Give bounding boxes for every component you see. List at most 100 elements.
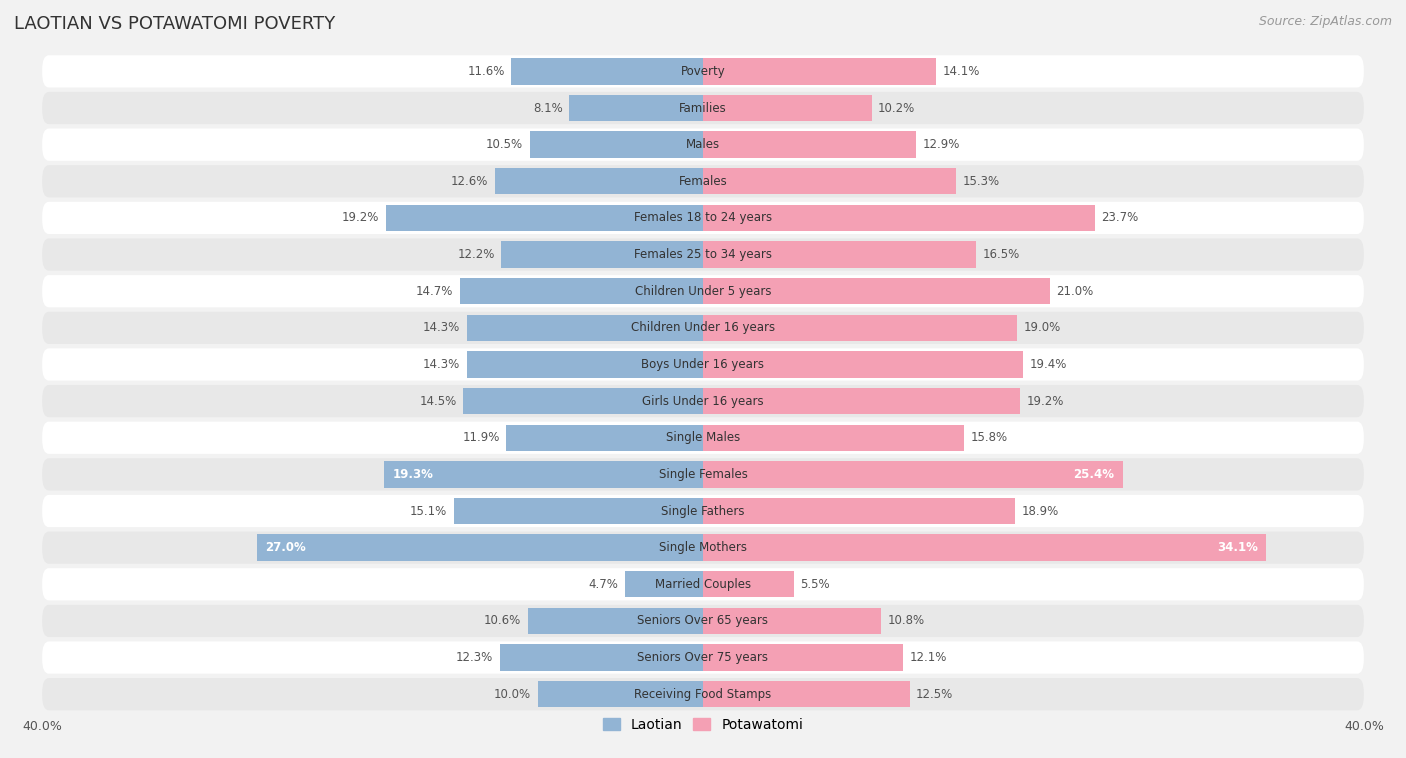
Bar [703,58,936,85]
FancyBboxPatch shape [42,312,1364,344]
Bar [703,534,1267,561]
FancyBboxPatch shape [42,531,1364,564]
Legend: Laotian, Potawatomi: Laotian, Potawatomi [603,718,803,732]
Text: 10.6%: 10.6% [484,615,522,628]
Text: Single Females: Single Females [658,468,748,481]
Bar [703,168,956,195]
Bar [495,168,703,195]
Bar [384,461,703,487]
Bar [703,424,965,451]
Bar [537,681,703,707]
FancyBboxPatch shape [42,385,1364,417]
Text: Poverty: Poverty [681,65,725,78]
Bar [703,608,882,634]
Text: 21.0%: 21.0% [1056,285,1094,298]
Bar [467,315,703,341]
Text: 19.4%: 19.4% [1031,358,1067,371]
Text: Females 18 to 24 years: Females 18 to 24 years [634,211,772,224]
Bar [703,644,903,671]
Text: 12.2%: 12.2% [457,248,495,261]
Bar [499,644,703,671]
Text: 19.3%: 19.3% [392,468,433,481]
FancyBboxPatch shape [42,202,1364,234]
Bar [703,571,794,597]
FancyBboxPatch shape [42,568,1364,600]
FancyBboxPatch shape [42,459,1364,490]
Bar [502,241,703,268]
Bar [703,205,1094,231]
Text: 12.1%: 12.1% [910,651,946,664]
Text: 11.9%: 11.9% [463,431,499,444]
Text: 14.7%: 14.7% [416,285,454,298]
FancyBboxPatch shape [42,92,1364,124]
Text: 10.5%: 10.5% [486,138,523,151]
Text: 11.6%: 11.6% [467,65,505,78]
Text: Married Couples: Married Couples [655,578,751,590]
Text: 10.8%: 10.8% [889,615,925,628]
Text: 19.0%: 19.0% [1024,321,1060,334]
Bar [703,95,872,121]
Text: Single Males: Single Males [666,431,740,444]
Bar [703,351,1024,377]
Text: 18.9%: 18.9% [1022,505,1059,518]
Bar [569,95,703,121]
Bar [467,351,703,377]
Bar [506,424,703,451]
FancyBboxPatch shape [42,605,1364,637]
FancyBboxPatch shape [42,239,1364,271]
Text: Boys Under 16 years: Boys Under 16 years [641,358,765,371]
Text: 27.0%: 27.0% [266,541,307,554]
Bar [527,608,703,634]
Text: 10.2%: 10.2% [879,102,915,114]
Text: 19.2%: 19.2% [342,211,380,224]
FancyBboxPatch shape [42,165,1364,197]
Text: 15.1%: 15.1% [409,505,447,518]
Text: 16.5%: 16.5% [983,248,1019,261]
Bar [464,388,703,415]
FancyBboxPatch shape [42,55,1364,87]
Text: Children Under 16 years: Children Under 16 years [631,321,775,334]
Bar [703,681,910,707]
Text: 12.6%: 12.6% [451,175,488,188]
Text: 15.8%: 15.8% [970,431,1008,444]
Text: 4.7%: 4.7% [589,578,619,590]
FancyBboxPatch shape [42,678,1364,710]
Text: 15.3%: 15.3% [962,175,1000,188]
Text: Single Mothers: Single Mothers [659,541,747,554]
Bar [626,571,703,597]
Text: 34.1%: 34.1% [1218,541,1258,554]
Text: 12.5%: 12.5% [917,688,953,700]
Bar [703,131,917,158]
FancyBboxPatch shape [42,129,1364,161]
Bar [703,388,1021,415]
Bar [703,241,976,268]
Text: Seniors Over 75 years: Seniors Over 75 years [637,651,769,664]
Text: 12.3%: 12.3% [456,651,494,664]
Text: Seniors Over 65 years: Seniors Over 65 years [637,615,769,628]
Text: 19.2%: 19.2% [1026,395,1064,408]
Text: Families: Families [679,102,727,114]
Text: 23.7%: 23.7% [1101,211,1139,224]
Text: 25.4%: 25.4% [1073,468,1115,481]
Text: Females 25 to 34 years: Females 25 to 34 years [634,248,772,261]
Text: Females: Females [679,175,727,188]
Bar [703,315,1017,341]
Bar [703,461,1122,487]
Text: Single Fathers: Single Fathers [661,505,745,518]
Text: Males: Males [686,138,720,151]
Text: Receiving Food Stamps: Receiving Food Stamps [634,688,772,700]
Bar [257,534,703,561]
Text: 14.5%: 14.5% [419,395,457,408]
FancyBboxPatch shape [42,275,1364,307]
FancyBboxPatch shape [42,495,1364,527]
FancyBboxPatch shape [42,421,1364,454]
Bar [530,131,703,158]
Text: 14.3%: 14.3% [423,321,460,334]
Text: Children Under 5 years: Children Under 5 years [634,285,772,298]
Text: Girls Under 16 years: Girls Under 16 years [643,395,763,408]
Bar [385,205,703,231]
Bar [454,498,703,525]
FancyBboxPatch shape [42,349,1364,381]
Bar [703,278,1050,305]
FancyBboxPatch shape [42,641,1364,674]
